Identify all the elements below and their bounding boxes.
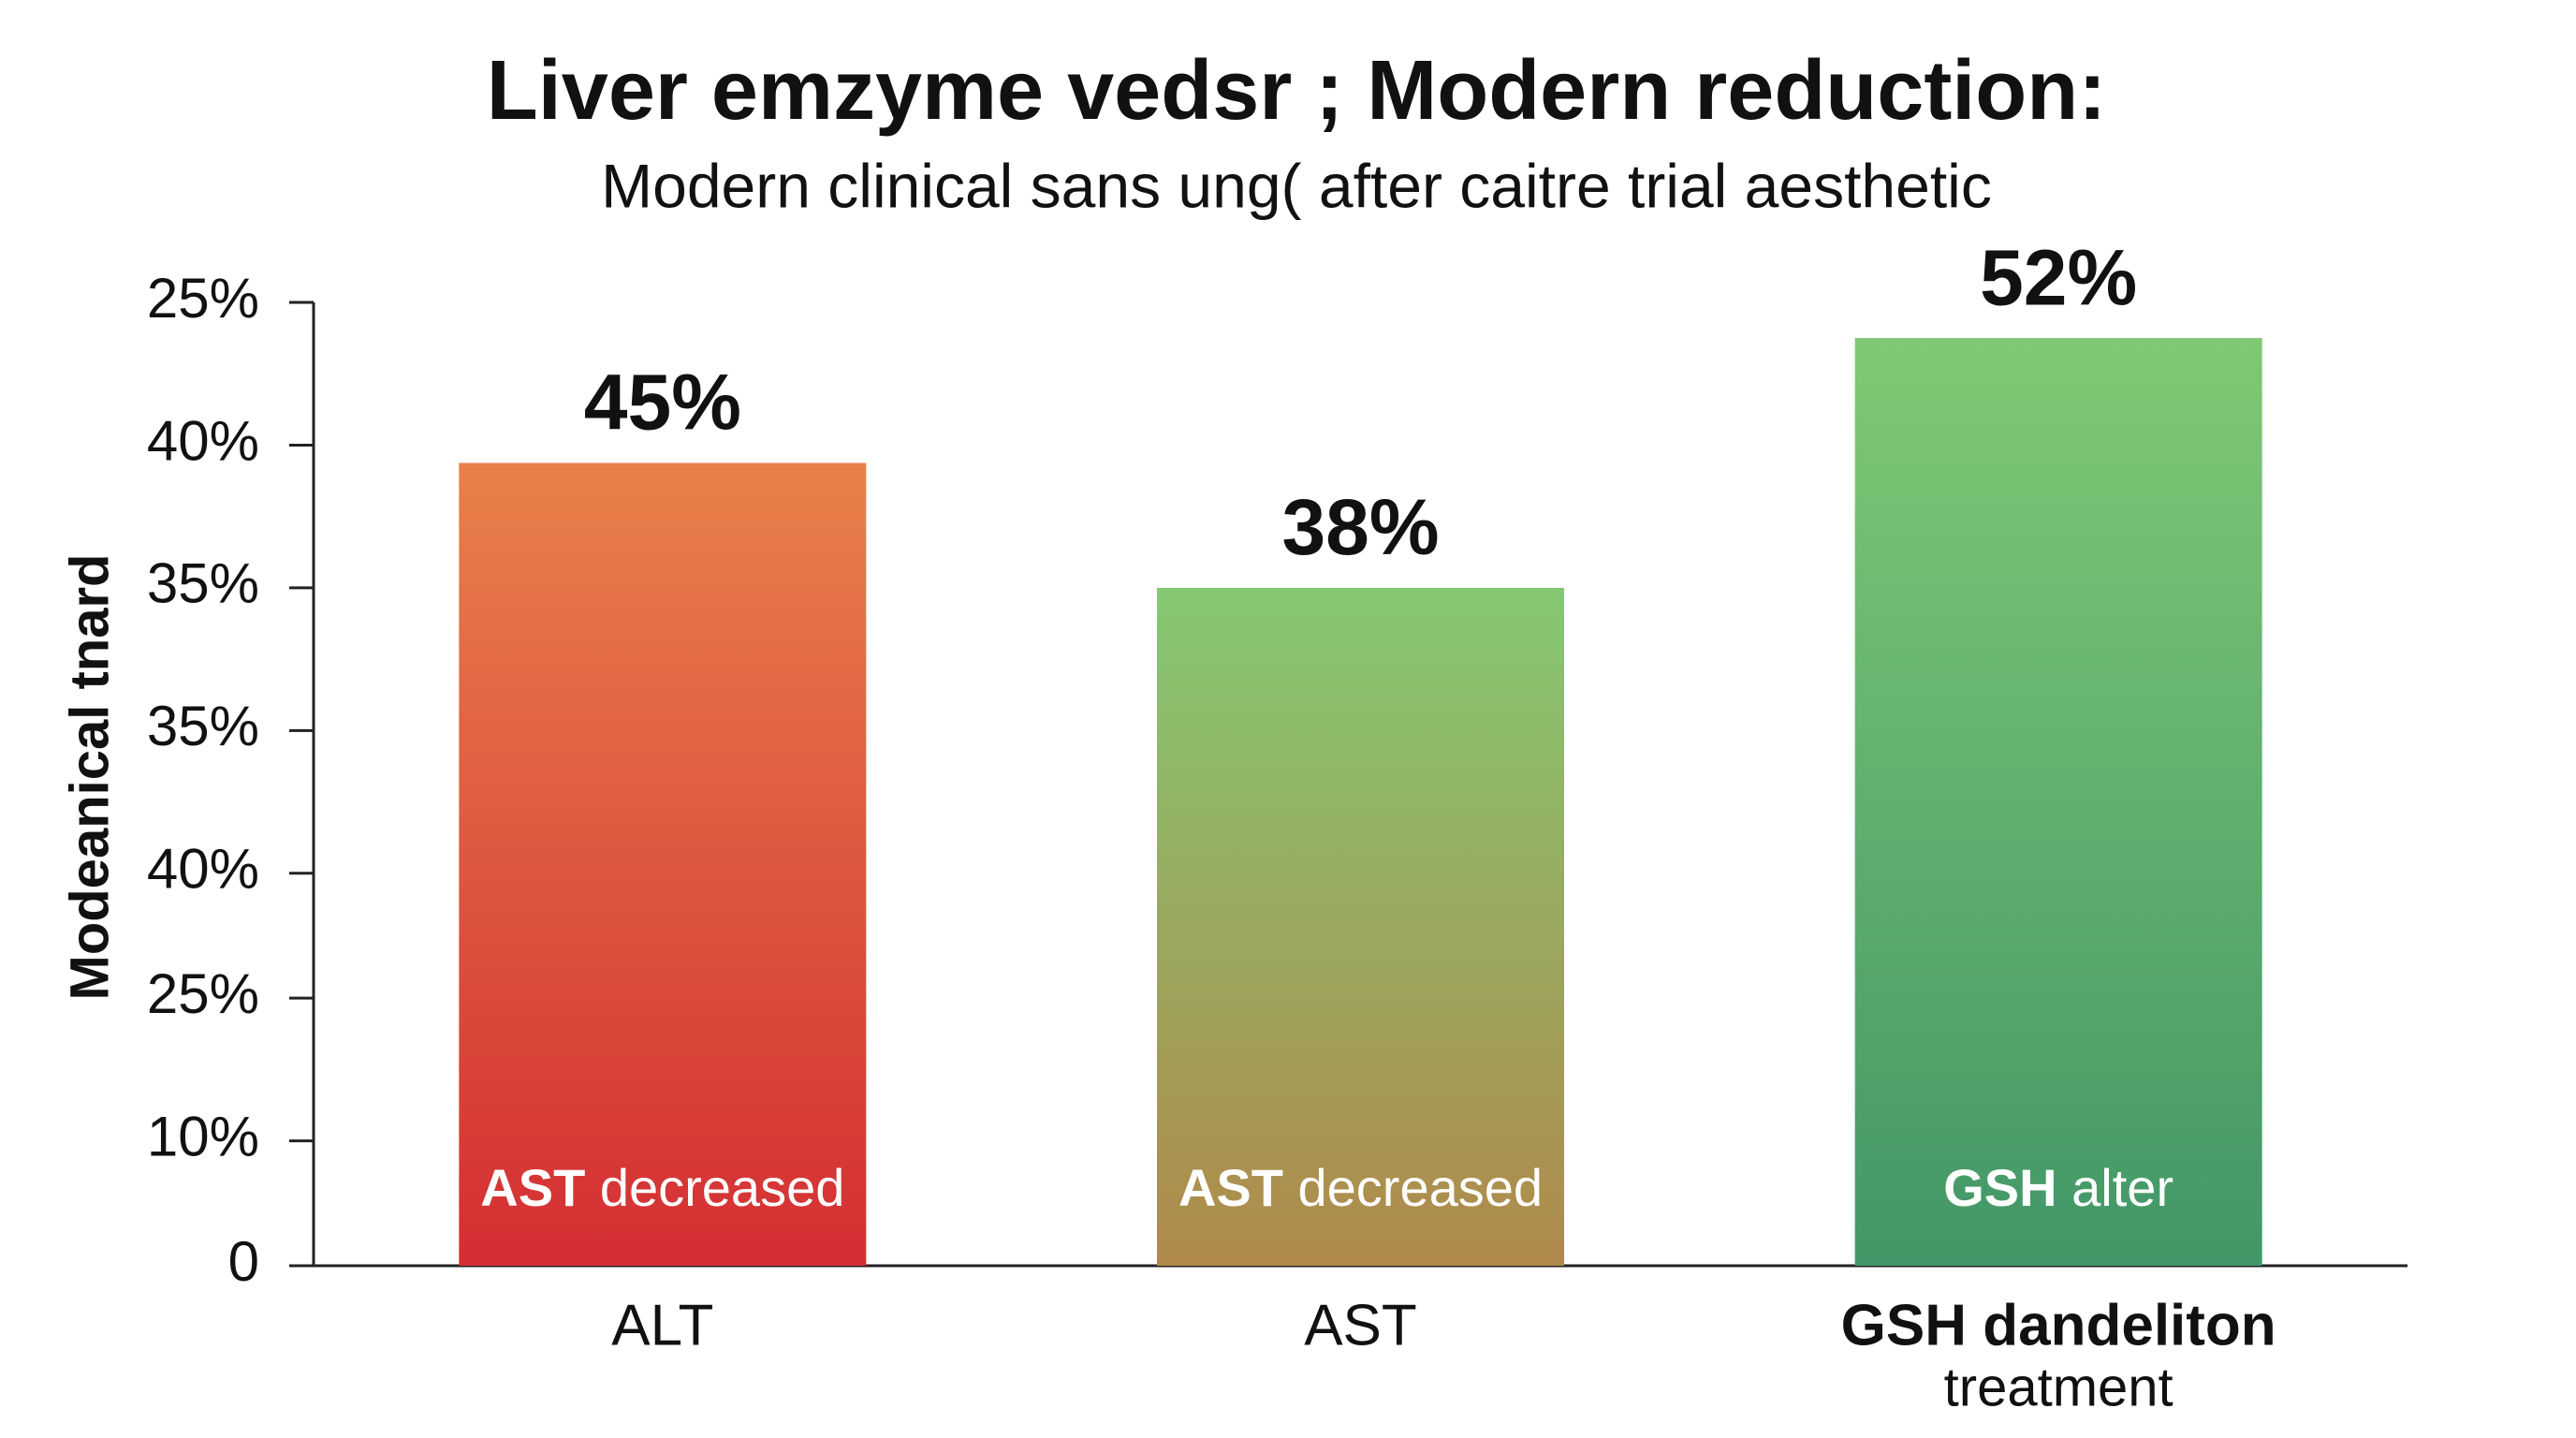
bar xyxy=(459,462,867,1266)
x-tick-label: AST xyxy=(1304,1293,1417,1357)
y-tick-label: 10% xyxy=(147,1105,259,1167)
chart-title: Liver emzyme vedsr ; Modern reduction: xyxy=(487,44,2106,138)
y-tick-label: 35% xyxy=(147,695,259,757)
value-label: 38% xyxy=(1281,483,1439,571)
x-tick-label: ALT xyxy=(611,1293,713,1357)
y-tick-label: 25% xyxy=(147,267,259,330)
x-tick-label: GSH dandeliton xyxy=(1841,1293,2276,1357)
bar-inner-label-bold: AST xyxy=(1178,1158,1283,1217)
chart-subtitle: Modern clinical sans ung( after caitre t… xyxy=(601,151,1992,220)
bar-inner-label-text: decreased xyxy=(1298,1158,1544,1217)
bar-inner-label-text: alter xyxy=(2071,1158,2174,1217)
bar-inner-label: GSH alter xyxy=(1943,1158,2174,1217)
bar xyxy=(1157,587,1564,1266)
x-tick-sublabel: treatment xyxy=(1944,1357,2174,1417)
y-tick-label: 0 xyxy=(228,1230,259,1293)
bar-inner-label-bold: AST xyxy=(480,1158,585,1217)
value-label: 52% xyxy=(1980,233,2137,321)
bar-inner-label: AST decreased xyxy=(480,1158,844,1217)
y-tick-label: 35% xyxy=(147,552,259,615)
y-tick-label: 40% xyxy=(147,838,259,901)
y-tick-label: 25% xyxy=(147,962,259,1025)
bar-inner-label-text: decreased xyxy=(600,1158,845,1217)
y-axis-label: Modeanical tnard xyxy=(59,554,120,1001)
value-label: 45% xyxy=(584,359,741,447)
bar xyxy=(1854,338,2262,1267)
bar-inner-label-bold: GSH xyxy=(1943,1158,2056,1217)
y-tick-label: 40% xyxy=(147,409,259,472)
bar-inner-label: AST decreased xyxy=(1178,1158,1543,1217)
